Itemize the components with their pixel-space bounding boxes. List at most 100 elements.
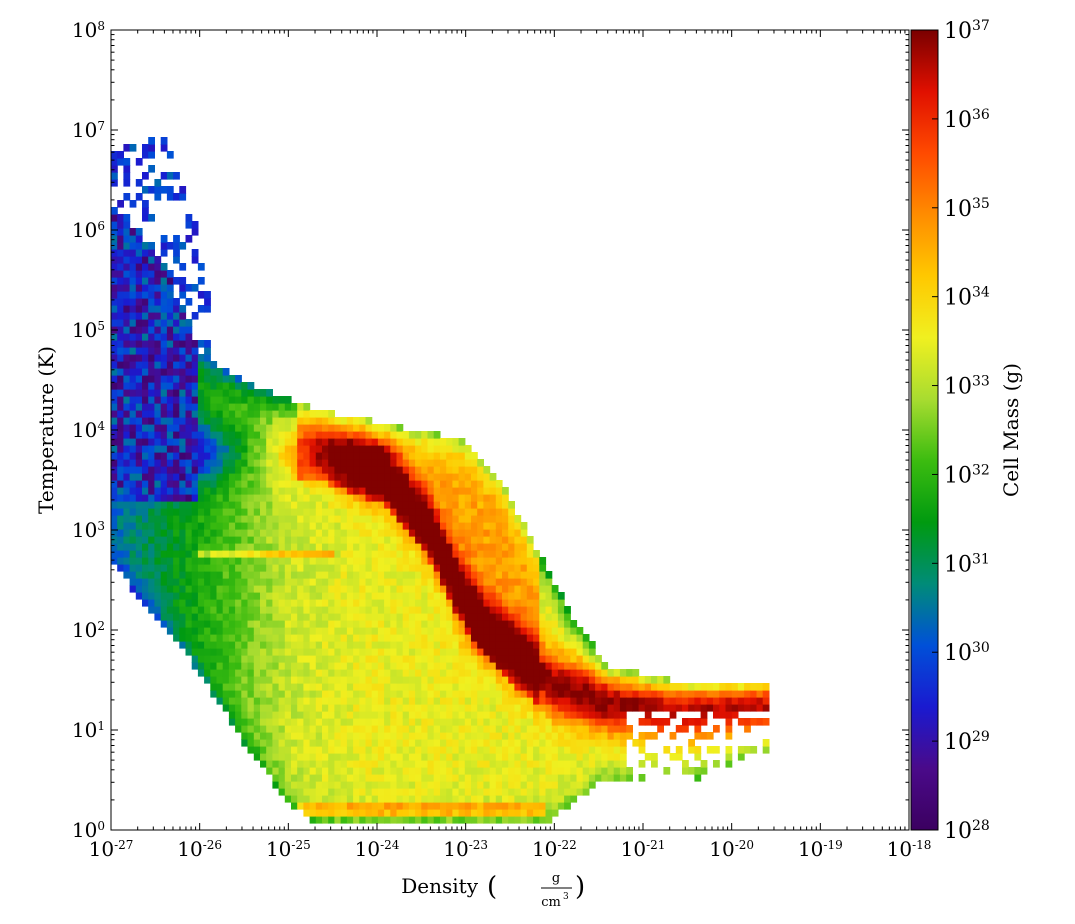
heatmap-cell	[197, 340, 205, 348]
heatmap-cell	[346, 536, 354, 544]
heatmap-cell	[173, 564, 180, 572]
heatmap-cell	[377, 802, 385, 810]
heatmap-cell	[384, 753, 391, 761]
heatmap-cell	[452, 655, 460, 663]
heatmap-cell	[117, 382, 124, 390]
heatmap-cell	[228, 494, 236, 502]
heatmap-cell	[328, 767, 335, 775]
heatmap-cell	[440, 760, 447, 768]
heatmap-cell	[315, 466, 323, 474]
heatmap-cell	[328, 557, 335, 565]
heatmap-cell	[228, 382, 236, 390]
heatmap-cell	[166, 172, 174, 180]
heatmap-cell	[427, 648, 435, 656]
heatmap-cell	[129, 543, 137, 551]
heatmap-cell	[117, 277, 124, 285]
heatmap-cell	[210, 480, 218, 488]
heatmap-cell	[514, 739, 522, 747]
heatmap-cell	[520, 788, 528, 796]
heatmap-cell	[390, 669, 398, 677]
heatmap-cell	[328, 501, 335, 509]
heatmap-cell	[148, 396, 155, 404]
heatmap-cell	[483, 634, 491, 642]
heatmap-cell	[396, 578, 404, 586]
heatmap-cell	[135, 263, 143, 271]
heatmap-cell	[427, 711, 435, 719]
heatmap-cell	[495, 788, 503, 796]
heatmap-cell	[365, 648, 373, 656]
heatmap-cell	[371, 543, 379, 551]
heatmap-cell	[303, 508, 311, 516]
heatmap-cell	[545, 613, 553, 621]
heatmap-cell	[365, 445, 373, 453]
heatmap-cell	[458, 571, 466, 579]
heatmap-cell	[725, 746, 733, 754]
heatmap-cell	[191, 340, 199, 348]
heatmap-cell	[588, 760, 596, 768]
heatmap-cell	[235, 669, 242, 677]
heatmap-cell	[297, 662, 304, 670]
heatmap-cell	[495, 648, 503, 656]
heatmap-cell	[322, 697, 329, 705]
heatmap-cell	[458, 501, 466, 509]
heatmap-cell	[297, 571, 304, 579]
heatmap-cell	[272, 620, 280, 628]
heatmap-cell	[557, 606, 565, 614]
heatmap-cell	[253, 585, 261, 593]
heatmap-cell	[495, 522, 503, 530]
heatmap-cell	[309, 564, 317, 572]
heatmap-cell	[328, 676, 335, 684]
heatmap-cell	[440, 641, 447, 649]
heatmap-cell	[328, 690, 335, 698]
heatmap-cell	[334, 480, 342, 488]
heatmap-cell	[371, 697, 379, 705]
heatmap-cell	[340, 599, 348, 607]
heatmap-cell	[514, 816, 522, 824]
heatmap-cell	[216, 634, 224, 642]
heatmap-cell	[557, 781, 565, 789]
heatmap-cell	[737, 718, 745, 726]
heatmap-cell	[241, 396, 249, 404]
heatmap-cell	[322, 711, 329, 719]
heatmap-cell	[377, 634, 385, 642]
heatmap-cell	[272, 746, 280, 754]
heatmap-cell	[129, 144, 137, 152]
heatmap-cell	[278, 662, 286, 670]
heatmap-cell	[384, 606, 391, 614]
heatmap-cell	[346, 501, 354, 509]
heatmap-cell	[160, 438, 168, 446]
heatmap-cell	[595, 739, 602, 747]
heatmap-cell	[626, 690, 633, 698]
heatmap-cell	[446, 683, 453, 691]
heatmap-cell	[483, 557, 491, 565]
heatmap-cell	[179, 186, 187, 194]
heatmap-cell	[260, 389, 267, 397]
heatmap-cell	[396, 774, 404, 782]
heatmap-cell	[365, 571, 373, 579]
heatmap-cell	[371, 802, 379, 810]
heatmap-cell	[241, 711, 249, 719]
heatmap-cell	[564, 641, 571, 649]
heatmap-cell	[551, 732, 559, 740]
heatmap-cell	[725, 725, 733, 733]
heatmap-cell	[557, 739, 565, 747]
heatmap-cell	[408, 592, 416, 600]
heatmap-cell	[377, 704, 385, 712]
heatmap-cell	[284, 781, 292, 789]
heatmap-cell	[315, 417, 323, 425]
heatmap-cell	[260, 522, 267, 530]
heatmap-cell	[359, 445, 367, 453]
heatmap-cell	[514, 641, 522, 649]
heatmap-cell	[166, 585, 174, 593]
heatmap-cell	[111, 165, 118, 173]
heatmap-cell	[346, 529, 354, 537]
heatmap-cell	[291, 473, 298, 481]
heatmap-cell	[489, 557, 497, 565]
heatmap-cell	[340, 641, 348, 649]
heatmap-cell	[619, 774, 627, 782]
heatmap-cell	[415, 585, 422, 593]
heatmap-cell	[185, 389, 193, 397]
heatmap-cell	[297, 683, 304, 691]
heatmap-cell	[520, 753, 528, 761]
heatmap-cell	[570, 795, 578, 803]
